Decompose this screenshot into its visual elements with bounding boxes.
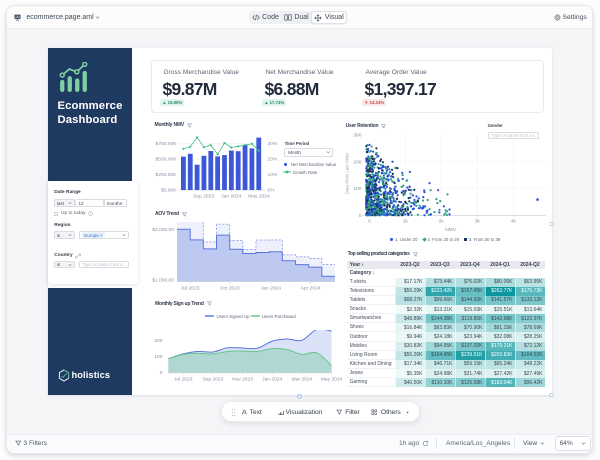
svg-text:10%: 10%	[268, 172, 278, 178]
svg-text:Nov 2023: Nov 2023	[232, 376, 253, 382]
svg-text:$2,000.00: $2,000.00	[152, 227, 174, 233]
svg-text:$1,000.00: $1,000.00	[152, 278, 174, 284]
svg-text:30%: 30%	[268, 141, 278, 147]
svg-text:$0.00K: $0.00K	[161, 188, 177, 194]
svg-text:0: 0	[368, 218, 371, 224]
svg-text:3k: 3k	[475, 218, 481, 224]
svg-text:Mar 2024: Mar 2024	[292, 376, 313, 382]
svg-text:NMV: NMV	[445, 227, 457, 233]
svg-text:Sep 2023: Sep 2023	[193, 193, 214, 199]
svg-text:Jul 2023: Jul 2023	[181, 285, 200, 291]
svg-text:100: 100	[154, 354, 162, 360]
svg-text:0: 0	[359, 213, 362, 219]
svg-text:Jan 2024: Jan 2024	[261, 285, 281, 291]
svg-text:20%: 20%	[268, 157, 278, 163]
svg-text:200: 200	[353, 159, 361, 165]
svg-text:$500.00K: $500.00K	[156, 157, 178, 163]
svg-text:Sep 2023: Sep 2023	[202, 376, 223, 382]
svg-text:300: 300	[353, 132, 361, 138]
svg-text:Jan 2024: Jan 2024	[262, 376, 282, 382]
svg-text:Apr 2024: Apr 2024	[301, 285, 321, 291]
svg-text:Jul 2023: Jul 2023	[174, 376, 193, 382]
svg-text:0: 0	[160, 370, 163, 376]
svg-text:$750.00K: $750.00K	[156, 141, 178, 147]
svg-text:May 2024: May 2024	[321, 376, 343, 382]
svg-text:Oct 2023: Oct 2023	[220, 285, 240, 291]
svg-text:2k: 2k	[439, 218, 445, 224]
svg-text:May 2024: May 2024	[248, 193, 270, 199]
svg-text:Days From Last Order: Days From Last Order	[345, 152, 350, 194]
svg-text:4k: 4k	[511, 218, 517, 224]
svg-text:$250.00K: $250.00K	[156, 172, 178, 178]
svg-text:200: 200	[154, 338, 162, 344]
svg-text:0%: 0%	[268, 188, 276, 194]
svg-text:Jan 2024: Jan 2024	[221, 193, 241, 199]
svg-text:100: 100	[353, 186, 361, 192]
svg-text:1k: 1k	[403, 218, 409, 224]
